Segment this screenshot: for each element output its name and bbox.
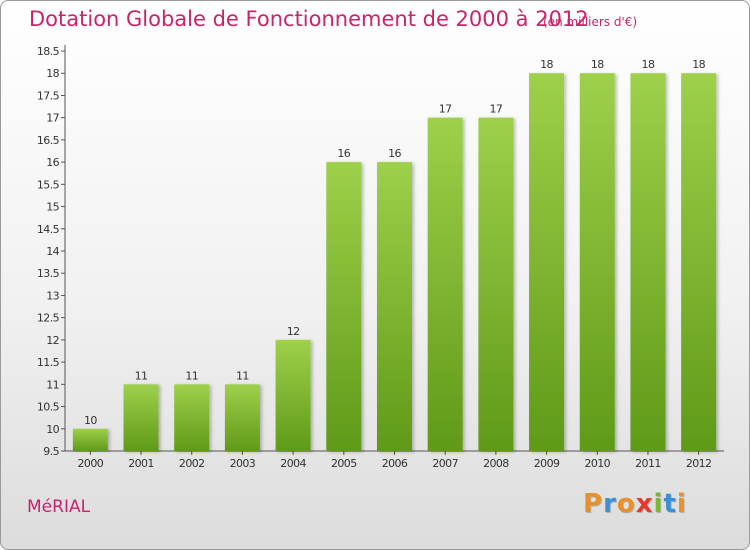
- bar-2010: [579, 73, 615, 451]
- proxiti-logo[interactable]: Proxiti: [583, 489, 687, 519]
- data-label-2008: 17: [489, 103, 502, 116]
- logo-letter: o: [616, 489, 636, 519]
- y-tick-label: 17.5: [37, 89, 60, 102]
- x-axis: 2000 2001 2002 2003 2004 2005 2006 2007 2008 2009…: [65, 450, 724, 470]
- bar-2000: [72, 428, 108, 451]
- bar-2008: [478, 117, 514, 452]
- y-tick-label: 13.5: [37, 267, 60, 280]
- data-label-2004: 12: [287, 325, 300, 338]
- data-label-2001: 11: [135, 369, 148, 382]
- y-tick-label: 16.5: [37, 134, 60, 147]
- y-tick-label: 15.5: [37, 178, 60, 191]
- y-tick-label: 10: [46, 423, 59, 436]
- bar-2002: [174, 384, 210, 451]
- logo-letter: r: [603, 489, 617, 519]
- x-tick-label: 2002: [179, 457, 205, 470]
- logo-letter: t: [663, 489, 677, 519]
- x-tick-label: 2000: [78, 457, 104, 470]
- y-tick-label: 13: [46, 289, 59, 302]
- x-tick-label: 2012: [686, 457, 712, 470]
- data-label-2002: 11: [185, 369, 198, 382]
- y-tick-label: 10.5: [37, 401, 60, 414]
- x-tick-label: 2001: [128, 457, 154, 470]
- bar-2005: [326, 162, 362, 451]
- bars: [72, 73, 717, 452]
- y-tick-label: 18.5: [37, 45, 60, 58]
- y-axis: 9.5 10 10.5 11 11.5 12 12.5 13 13.5 14 14.5 15 15.5 1…: [37, 45, 66, 458]
- chart-title: Dotation Globale de Fonctionnement de 20…: [29, 7, 589, 31]
- bar-2011: [630, 73, 666, 451]
- y-tick-label: 12: [46, 334, 59, 347]
- y-tick-label: 9.5: [43, 445, 59, 458]
- x-tick-label: 2006: [382, 457, 408, 470]
- x-tick-label: 2009: [534, 457, 560, 470]
- data-label-2003: 11: [236, 369, 249, 382]
- commune-name: MéRIAL: [27, 497, 91, 517]
- data-label-2011: 18: [642, 58, 655, 71]
- x-tick-label: 2007: [432, 457, 458, 470]
- y-tick-label: 14: [46, 245, 59, 258]
- y-tick-label: 17: [46, 112, 59, 125]
- data-labels: 10 11 11 11 12 16 16 17 17 18 18 18 18: [84, 58, 706, 427]
- bar-2007: [427, 117, 463, 452]
- bar-2001: [123, 384, 159, 451]
- x-tick-label: 2003: [230, 457, 256, 470]
- bar-2003: [224, 384, 260, 451]
- data-label-2005: 16: [337, 147, 350, 160]
- x-tick-label: 2010: [584, 457, 610, 470]
- bar-2006: [377, 162, 412, 451]
- y-tick-label: 16: [46, 156, 59, 169]
- x-tick-label: 2011: [635, 457, 661, 470]
- logo-letter: i: [653, 489, 664, 519]
- data-label-2000: 10: [84, 414, 97, 427]
- x-tick-label: 2008: [483, 457, 509, 470]
- y-tick-label: 15: [46, 201, 59, 214]
- data-label-2010: 18: [591, 58, 604, 71]
- y-tick-label: 12.5: [37, 312, 60, 325]
- data-label-2006: 16: [388, 147, 401, 160]
- x-tick-label: 2005: [331, 457, 357, 470]
- x-tick-label: 2004: [280, 457, 306, 470]
- logo-letter: i: [676, 489, 687, 519]
- chart-subtitle: (en milliers d'€): [543, 15, 638, 29]
- logo-letter: x: [635, 489, 654, 519]
- y-tick-label: 14.5: [37, 223, 60, 236]
- y-tick-label: 11.5: [37, 356, 60, 369]
- bar-2012: [681, 73, 717, 451]
- y-tick-label: 18: [46, 67, 59, 80]
- data-label-2009: 18: [540, 58, 553, 71]
- data-label-2007: 17: [439, 103, 452, 116]
- bar-2009: [529, 73, 565, 451]
- data-label-2012: 18: [692, 58, 705, 71]
- bar-2004: [275, 339, 311, 451]
- y-tick-label: 11: [46, 378, 59, 391]
- logo-letter: P: [583, 489, 604, 519]
